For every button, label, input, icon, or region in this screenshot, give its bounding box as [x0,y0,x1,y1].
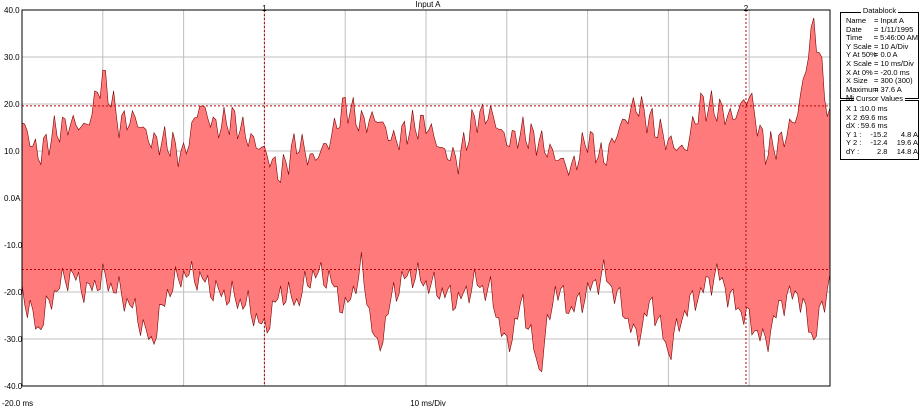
y-tick-label: 30.0 [4,53,20,62]
datablock-value: = 0.0 A [874,50,898,60]
cursor-value-a: -12.4 [870,138,888,148]
datablock-title: Datablock [860,6,899,15]
datablock-row: X Scale = 10 ms/Div [841,58,918,69]
datablock-key: X Scale [846,58,872,68]
cursor-value-row: X 1 :10.0 ms [841,104,918,114]
datablock-key: Y Scale [846,41,872,51]
datablock-panel: Datablock Name = Input A Date = 1/11/1995 Ti… [840,6,919,102]
datablock-value: = 10 ms/Div [874,58,914,68]
datablock-key: X Size [846,76,868,86]
datablock-key: Y At 50% [846,50,877,60]
y-axis-ticks: 40.0 30.0 20.0 10.0 0.0A -10.0 -20.0 -30.0 -40.0 [4,6,23,391]
datablock-row: Name = Input A [841,16,918,26]
datablock-key: X At 0% [846,67,873,77]
datablock-row: Maximum = 37.6 A [841,84,918,95]
cursor-value-row: X 2 :69.6 ms [841,112,918,123]
cursor-label-2: 2 [744,4,749,13]
waveform-lower-envelope [21,252,831,373]
datablock-row: Date = 1/11/1995 [841,24,918,35]
cursor-label-1: 1 [262,4,267,13]
datablock-value: = 300 (300) [874,76,913,86]
cursor-value-key: dX : [846,121,860,131]
x-start-label: -20.0 ms [2,399,33,408]
y-tick-label: 10.0 [4,147,20,156]
cursor-value-a: 69.6 ms [860,112,888,122]
cursor-value-key: X 1 : [846,104,862,113]
datablock-key: Maximum [846,84,879,94]
cursor-value-b: 19.6 A [896,138,918,148]
y-tick-label: 0.0A [4,194,21,203]
y-tick-label: -20.0 [4,288,23,297]
cursor-value-a: 2.8 [877,146,888,156]
cursor-value-key: dY : [846,146,860,156]
datablock-value: = 1/11/1995 [874,24,914,34]
y-tick-label: 20.0 [4,100,20,109]
datablock-key: Date [846,24,862,34]
cursor-value-b [890,105,918,114]
cursor-value-row: Y 2 : -12.4 19.6 A [841,139,918,148]
cursor-value-b: 4.8 A [900,129,918,139]
y-tick-label: 40.0 [4,6,20,15]
datablock-value: = 10 A/Div [874,41,909,51]
datablock-key: Time [846,33,863,43]
datablock-key: Name [846,16,867,25]
waveform-upper-envelope [21,17,831,184]
chart-title: Input A [416,0,442,9]
y-tick-label: -30.0 [4,335,23,344]
datablock-value: = 5:46:00 AM [873,33,918,43]
datablock-rows: Name = Input A Date = 1/11/1995 Time = 5:46:0… [841,16,918,103]
cursor-value-row: dX :59.6 ms [841,122,918,131]
datablock-row: Time = 5:46:00 AM [841,34,918,43]
datablock-row: X Size = 300 (300) [841,77,918,86]
cursor-value-a: 10.0 ms [860,104,888,113]
cursor-value-b [890,114,918,123]
datablock-value: = -20.0 ms [874,67,910,77]
cursor-value-key: Y 2 : [846,138,862,148]
cursor-value-key: X 2 : [846,112,862,122]
x-scale-label: 10 ms/Div [410,399,446,408]
cursor-value-row: Y 1 : -15.2 4.8 A [841,129,918,140]
cursor-value-b: 14.8 A [896,146,918,156]
datablock-row: Y Scale = 10 A/Div [841,41,918,52]
cursor-value-row: dY : 2.8 14.8 A [841,146,918,157]
waveform-area [22,17,830,372]
datablock-value: = Input A [874,16,904,25]
plot-frame [21,9,831,387]
cursor-value-a: -15.2 [870,129,888,139]
cursor-values-title: Cursor Values [854,94,905,103]
y-tick-label: -40.0 [4,382,23,391]
y-tick-label: -10.0 [4,241,23,250]
cursor-value-key: Y 1 : [846,129,862,139]
cursor-values-panel: Cursor Values X 1 :10.0 ms X 2 :69.6 ms dX… [840,94,919,160]
cursor-value-a: 59.6 ms [860,121,888,131]
cursor-values-rows: X 1 :10.0 ms X 2 :69.6 ms dX :59.6 ms Y 1 :… [841,104,918,157]
datablock-row: X At 0% = -20.0 ms [841,67,918,78]
datablock-value: = 37.6 A [874,84,902,94]
datablock-row: Y At 50% = 0.0 A [841,51,918,60]
